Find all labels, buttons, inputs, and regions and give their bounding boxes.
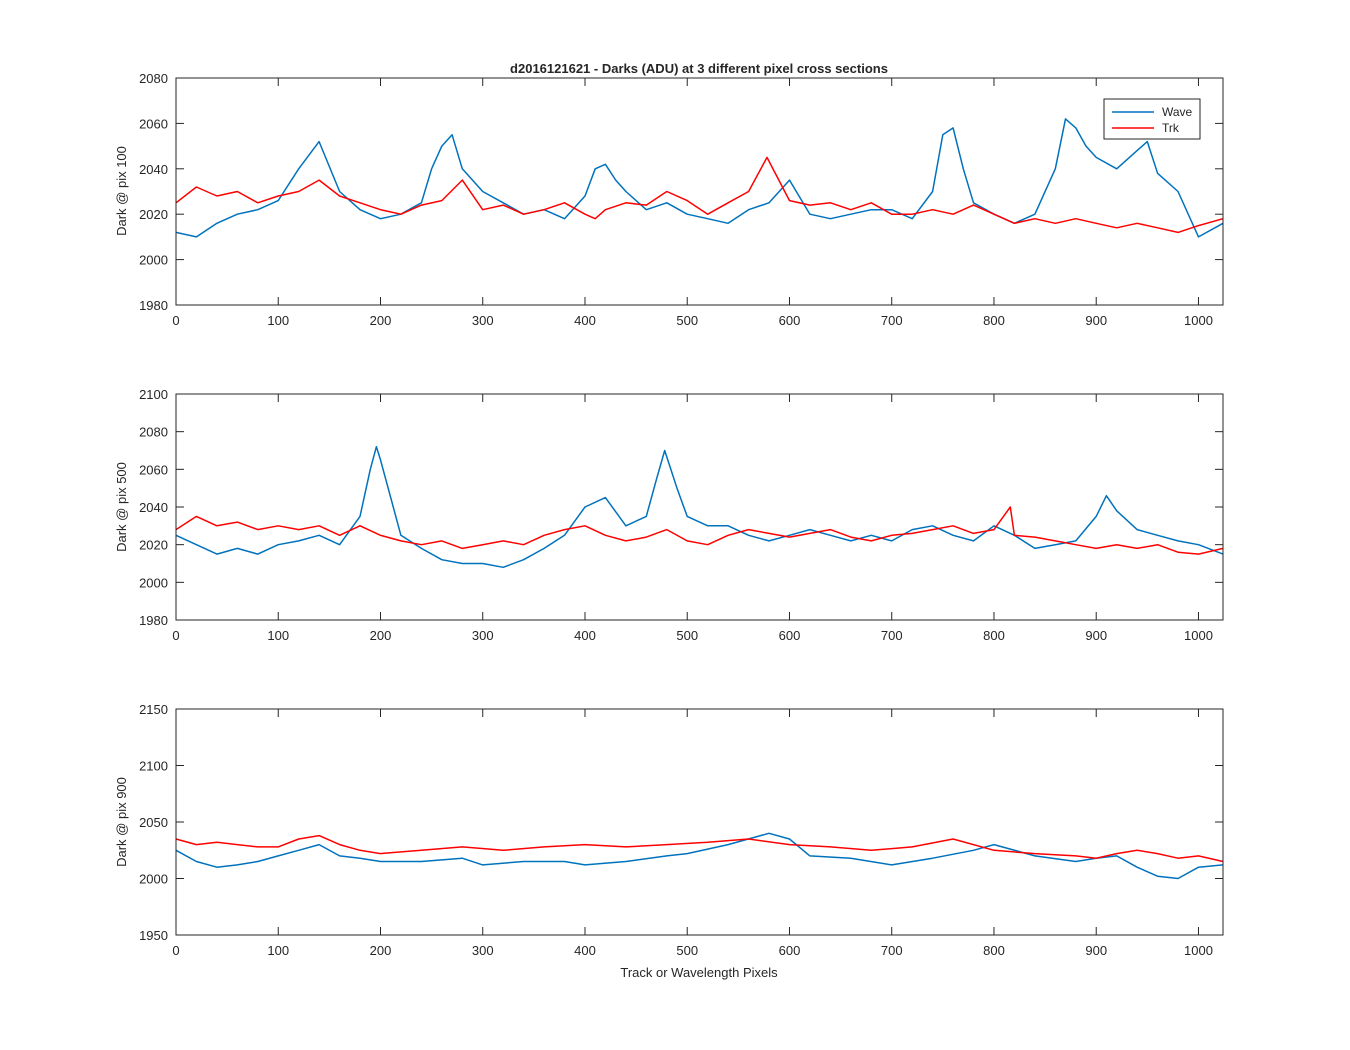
y-tick-label: 2020 (139, 538, 168, 553)
x-tick-label: 500 (676, 628, 698, 643)
y-tick-label: 1950 (139, 928, 168, 943)
x-tick-label: 300 (472, 313, 494, 328)
subplot-1-ylabel: Dark @ pix 100 (114, 146, 129, 236)
x-tick-label: 600 (779, 628, 801, 643)
subplot-3-ylabel: Dark @ pix 900 (114, 777, 129, 867)
x-tick-label: 0 (172, 313, 179, 328)
series-wave-line-1 (175, 118, 1224, 238)
subplot-pix-500: 0 100 200 300 400 500 600 700 800 900 1000 1980 2000… (114, 387, 1224, 643)
x-tick-label: 500 (676, 943, 698, 958)
subplot-3-plot-area (175, 832, 1224, 880)
subplot-pix-900: 0 100 200 300 400 500 600 700 800 900 1000 1950 2000… (114, 702, 1224, 980)
y-tick-label: 2040 (139, 162, 168, 177)
y-tick-label: 2150 (139, 702, 168, 717)
subplot-1-axes-box (175, 77, 1224, 306)
series-trk-line-2 (175, 506, 1224, 555)
x-axis-label: Track or Wavelength Pixels (620, 965, 778, 980)
y-tick-label: 1980 (139, 613, 168, 628)
legend: Wave Trk (1103, 98, 1201, 140)
x-tick-label: 900 (1085, 943, 1107, 958)
y-tick-label: 1980 (139, 298, 168, 313)
x-tick-label: 0 (172, 943, 179, 958)
y-tick-label: 2100 (139, 759, 168, 774)
y-tick-label: 2000 (139, 575, 168, 590)
y-tick-label: 2080 (139, 425, 168, 440)
y-tick-label: 2020 (139, 207, 168, 222)
x-tick-label: 900 (1085, 628, 1107, 643)
series-trk-line-3 (175, 834, 1224, 863)
x-tick-label: 1000 (1184, 628, 1213, 643)
x-tick-label: 800 (983, 313, 1005, 328)
x-tick-label: 200 (370, 943, 392, 958)
x-tick-label: 400 (574, 628, 596, 643)
legend-trk-label: Trk (1162, 121, 1180, 135)
x-tick-label: 0 (172, 628, 179, 643)
subplot-1-plot-area (175, 118, 1224, 238)
subplot-3-ticks: 0 100 200 300 400 500 600 700 800 900 1000 1950 2000… (139, 702, 1223, 958)
y-tick-label: 2000 (139, 253, 168, 268)
subplot-2-ticks: 0 100 200 300 400 500 600 700 800 900 1000 1980 2000… (139, 387, 1223, 643)
figure-title: d2016121621 - Darks (ADU) at 3 different… (510, 61, 888, 76)
y-tick-label: 2080 (139, 71, 168, 86)
x-tick-label: 900 (1085, 313, 1107, 328)
x-tick-label: 400 (574, 943, 596, 958)
x-tick-label: 100 (267, 943, 289, 958)
y-tick-label: 2060 (139, 462, 168, 477)
subplot-pix-100: 0 100 200 300 400 500 600 700 800 900 1000 1980 2000… (114, 71, 1224, 328)
subplot-2-ylabel: Dark @ pix 500 (114, 462, 129, 552)
x-tick-label: 600 (779, 313, 801, 328)
series-wave-line-2 (175, 445, 1224, 569)
x-tick-label: 500 (676, 313, 698, 328)
x-tick-label: 200 (370, 628, 392, 643)
x-tick-label: 300 (472, 628, 494, 643)
legend-wave-label: Wave (1162, 105, 1193, 119)
x-tick-label: 800 (983, 943, 1005, 958)
x-tick-label: 1000 (1184, 943, 1213, 958)
y-tick-label: 2040 (139, 500, 168, 515)
x-tick-label: 200 (370, 313, 392, 328)
x-tick-label: 100 (267, 628, 289, 643)
y-tick-label: 2100 (139, 387, 168, 402)
x-tick-label: 700 (881, 628, 903, 643)
subplot-1-ticks: 0 100 200 300 400 500 600 700 800 900 1000 1980 2000… (139, 71, 1223, 328)
x-tick-label: 1000 (1184, 313, 1213, 328)
x-tick-label: 400 (574, 313, 596, 328)
series-trk-line-1 (175, 156, 1224, 234)
x-tick-label: 700 (881, 943, 903, 958)
x-tick-label: 700 (881, 313, 903, 328)
y-tick-label: 2050 (139, 815, 168, 830)
x-tick-label: 100 (267, 313, 289, 328)
x-tick-label: 600 (779, 943, 801, 958)
subplot-2-plot-area (175, 445, 1224, 569)
legend-box (1103, 98, 1201, 140)
x-tick-label: 300 (472, 943, 494, 958)
y-tick-label: 2060 (139, 116, 168, 131)
series-wave-line-3 (175, 832, 1224, 880)
x-tick-label: 800 (983, 628, 1005, 643)
y-tick-label: 2000 (139, 872, 168, 887)
